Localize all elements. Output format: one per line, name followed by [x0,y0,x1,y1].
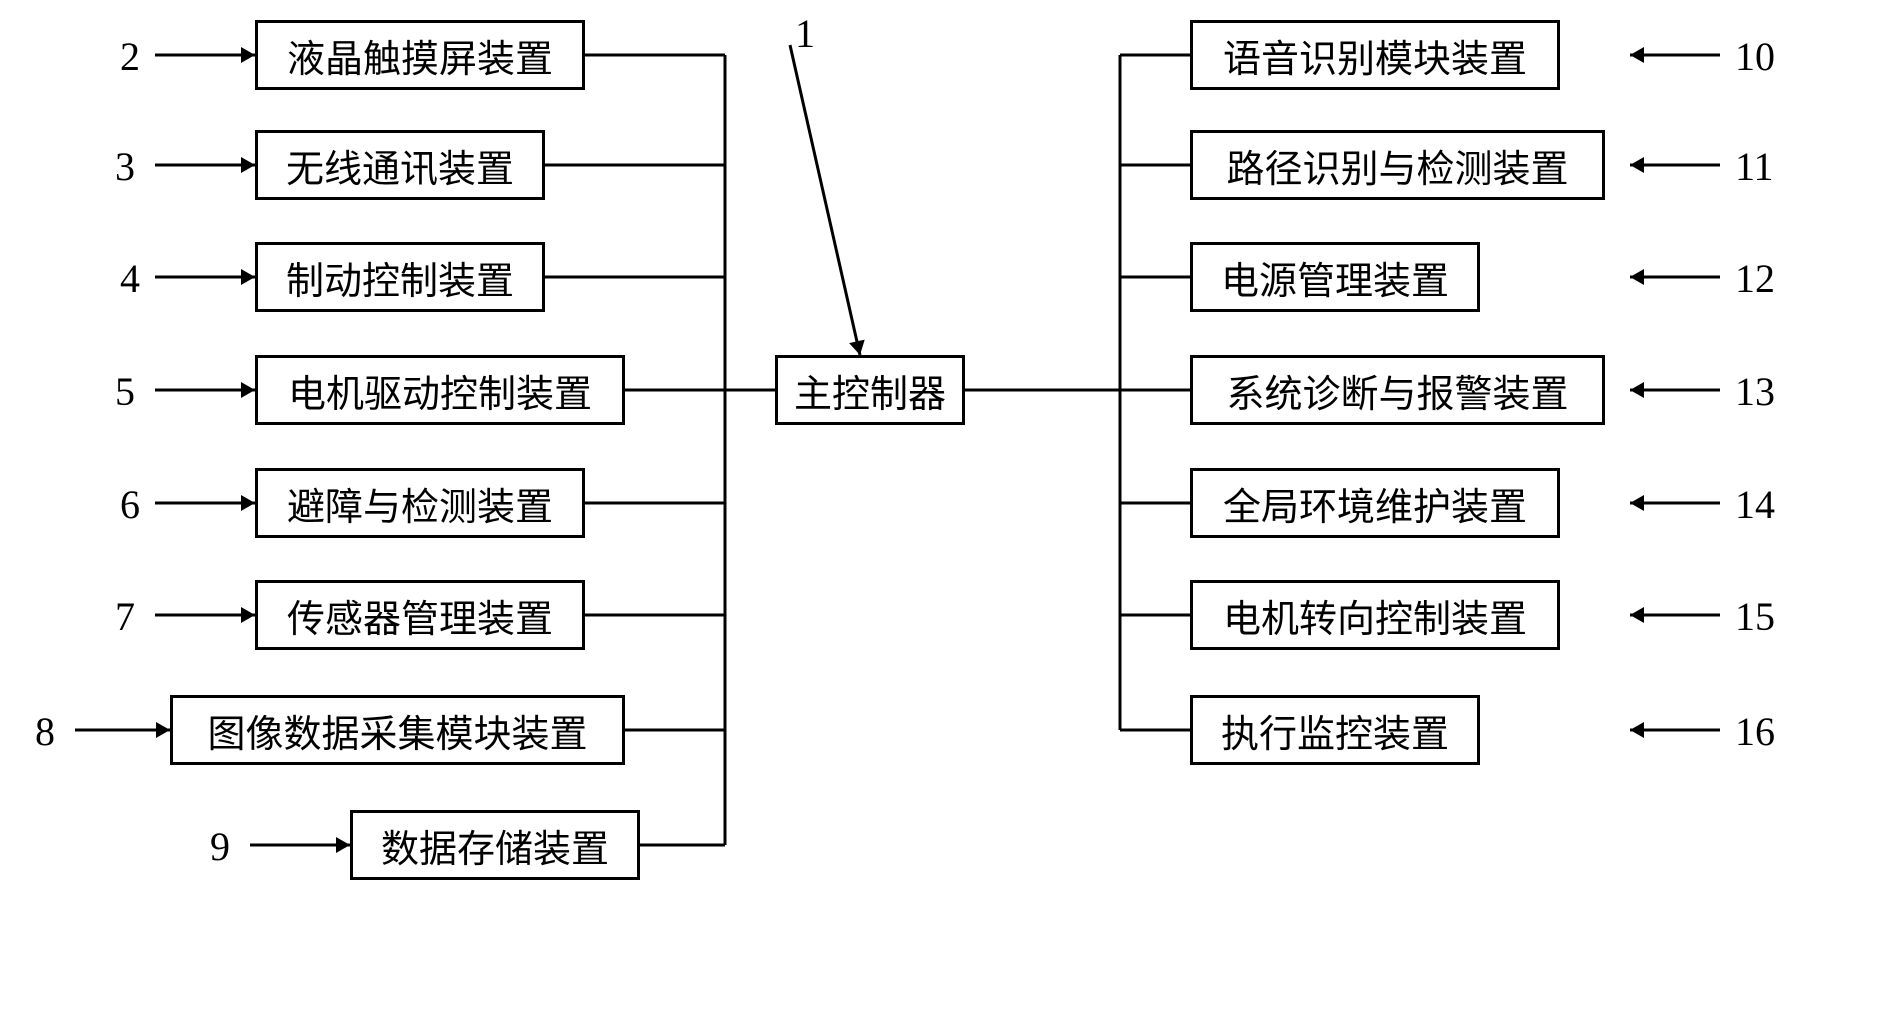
box-motor-drive: 电机驱动控制装置 [255,355,625,425]
num-brake-control: 4 [120,255,140,302]
num-sys-diag-alarm: 13 [1735,368,1775,415]
box-motor-steer: 电机转向控制装置 [1190,580,1560,650]
box-image-capture: 图像数据采集模块装置 [170,695,625,765]
box-path-detect: 路径识别与检测装置 [1190,130,1605,200]
num-voice-recog: 10 [1735,33,1775,80]
box-sensor-mgmt: 传感器管理装置 [255,580,585,650]
num-main-controller: 1 [795,10,815,57]
block-diagram: 主控制器 1 液晶触摸屏装置 2 无线通讯装置 3 制动控制装置 4 电机驱动控制装置 5 避障与检… [0,0,1881,1015]
num-image-capture: 8 [35,708,55,755]
box-global-env: 全局环境维护装置 [1190,468,1560,538]
num-lcd-touch: 2 [120,33,140,80]
num-obstacle-detect: 6 [120,481,140,528]
num-data-storage: 9 [210,823,230,870]
box-voice-recog: 语音识别模块装置 [1190,20,1560,90]
box-power-mgmt: 电源管理装置 [1190,242,1480,312]
num-motor-steer: 15 [1735,593,1775,640]
box-exec-monitor: 执行监控装置 [1190,695,1480,765]
box-brake-control: 制动控制装置 [255,242,545,312]
box-data-storage: 数据存储装置 [350,810,640,880]
box-main-controller: 主控制器 [775,355,965,425]
num-global-env: 14 [1735,481,1775,528]
num-sensor-mgmt: 7 [115,593,135,640]
num-power-mgmt: 12 [1735,255,1775,302]
box-sys-diag-alarm: 系统诊断与报警装置 [1190,355,1605,425]
box-lcd-touch: 液晶触摸屏装置 [255,20,585,90]
num-wireless-comm: 3 [115,143,135,190]
box-obstacle-detect: 避障与检测装置 [255,468,585,538]
box-wireless-comm: 无线通讯装置 [255,130,545,200]
num-exec-monitor: 16 [1735,708,1775,755]
num-motor-drive: 5 [115,368,135,415]
num-path-detect: 11 [1735,143,1774,190]
